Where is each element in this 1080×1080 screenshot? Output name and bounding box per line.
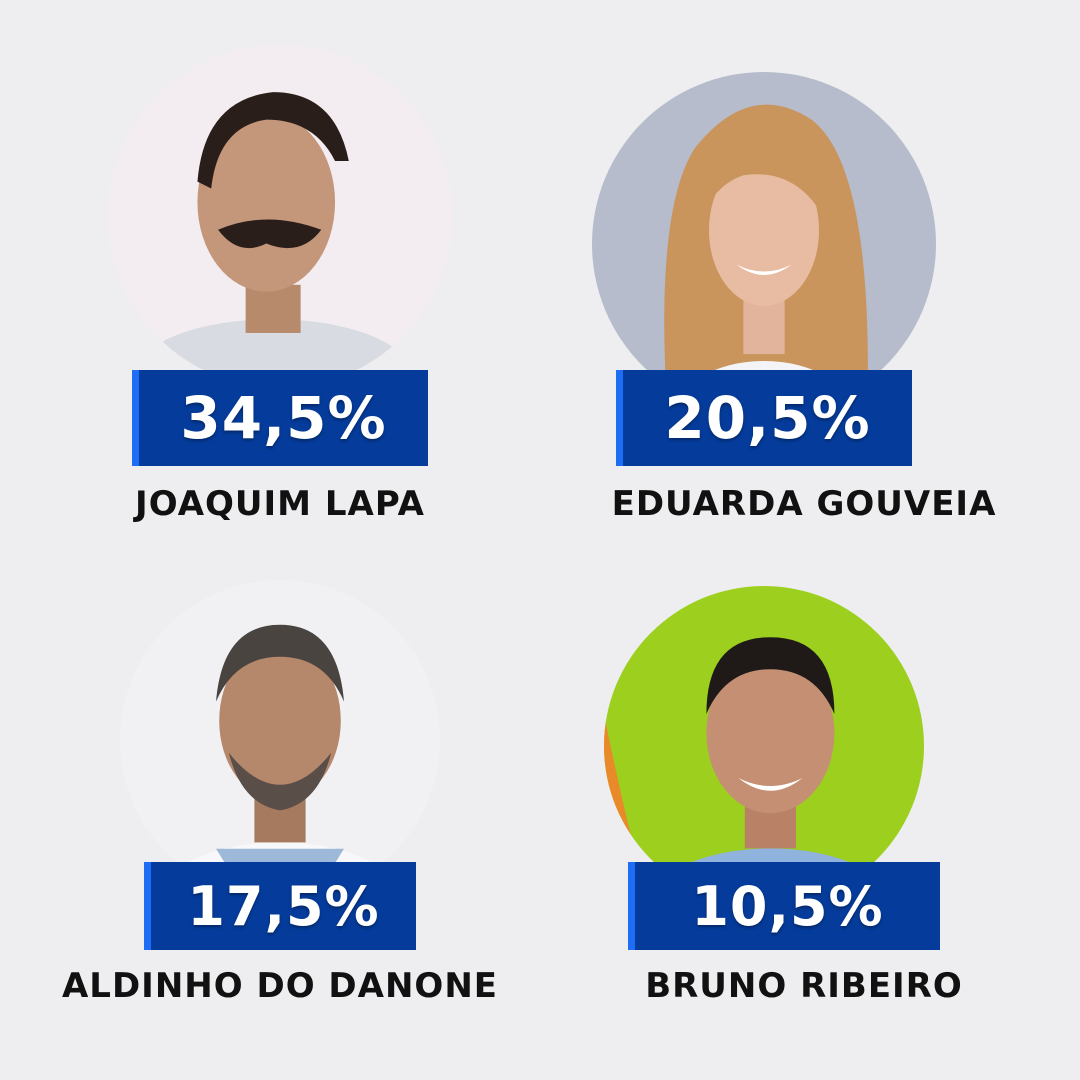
candidate-card-eduarda-gouveia: 20,5% EDUARDA GOUVEIA — [540, 0, 1080, 540]
candidate-name: BRUNO RIBEIRO — [645, 966, 963, 1006]
percentage-badge: 17,5% — [144, 862, 416, 950]
percentage-badge: 20,5% — [616, 370, 912, 466]
candidate-card-joaquim-lapa: 34,5% JOAQUIM LAPA — [0, 0, 540, 540]
candidate-photo — [108, 44, 452, 388]
candidate-name: ALDINHO DO DANONE — [61, 966, 499, 1006]
candidate-name: EDUARDA GOUVEIA — [611, 484, 997, 524]
candidate-photo — [592, 72, 936, 416]
candidate-name: JOAQUIM LAPA — [135, 484, 425, 524]
candidate-card-aldinho-do-danone: 17,5% ALDINHO DO DANONE — [0, 540, 540, 1080]
candidate-photo — [120, 580, 440, 900]
candidate-photo — [604, 586, 924, 906]
percentage-badge: 10,5% — [628, 862, 940, 950]
percentage-badge: 34,5% — [132, 370, 428, 466]
candidate-card-bruno-ribeiro: 10,5% BRUNO RIBEIRO — [540, 540, 1080, 1080]
